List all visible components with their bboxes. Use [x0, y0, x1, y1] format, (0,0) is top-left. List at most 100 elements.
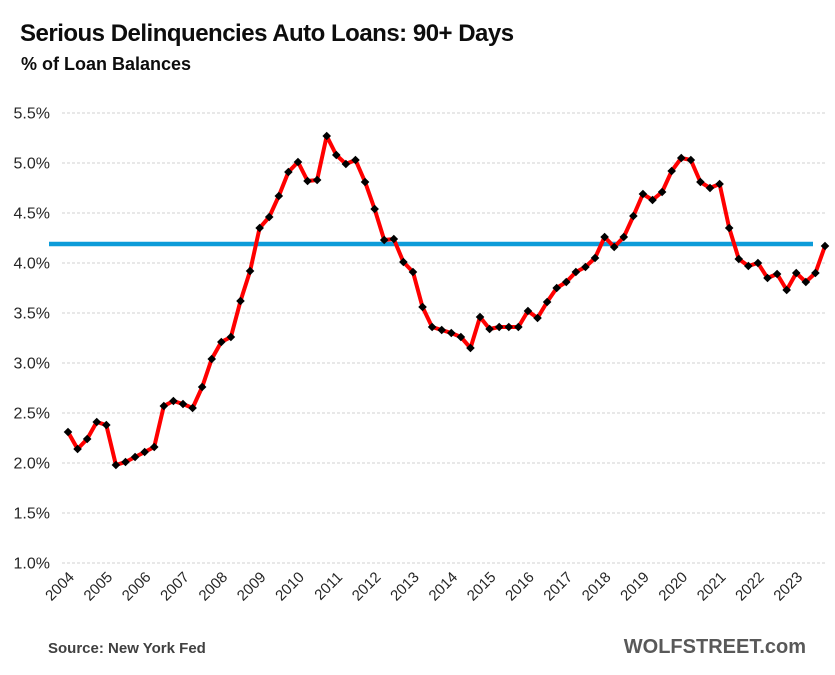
x-axis-tick-label: 2008: [196, 569, 232, 605]
y-axis-tick-label: 4.0%: [14, 256, 50, 273]
data-point-marker: [73, 444, 82, 454]
x-axis-tick-label: 2004: [42, 569, 78, 605]
data-point-marker: [657, 187, 667, 197]
data-point-marker: [715, 179, 724, 189]
source-attribution: Source: New York Fed: [48, 640, 206, 657]
x-axis-tick-label: 2013: [387, 569, 423, 605]
data-point-marker: [811, 268, 820, 278]
x-axis-tick-label: 2012: [349, 569, 385, 605]
y-axis-tick-label: 5.0%: [14, 156, 50, 173]
data-point-marker: [293, 157, 303, 167]
y-axis-tick-label: 5.5%: [14, 106, 50, 123]
data-point-marker: [226, 332, 236, 342]
data-point-marker: [494, 322, 504, 332]
data-point-marker: [197, 382, 207, 392]
data-point-marker: [609, 242, 619, 252]
data-point-marker: [600, 232, 609, 242]
x-axis-tick-label: 2014: [425, 569, 461, 605]
y-axis-tick-label: 3.0%: [14, 356, 50, 373]
data-point-marker: [724, 223, 734, 233]
data-point-marker: [437, 325, 447, 335]
y-axis-tick-label: 4.5%: [14, 206, 50, 223]
data-point-marker: [619, 232, 629, 242]
x-axis-tick-label: 2019: [617, 569, 653, 605]
y-axis-tick-label: 1.5%: [14, 506, 50, 523]
x-axis-tick-label: 2018: [579, 569, 615, 605]
data-point-marker: [379, 235, 389, 245]
x-axis-tick-label: 2015: [464, 569, 500, 605]
x-axis-tick-label: 2007: [157, 569, 193, 605]
data-point-marker: [734, 254, 744, 264]
data-point-marker: [561, 277, 571, 287]
data-point-marker: [322, 131, 332, 141]
data-point-marker: [533, 313, 542, 323]
data-point-marker: [581, 262, 590, 272]
data-point-marker: [63, 427, 73, 437]
x-axis-tick-label: 2021: [694, 569, 730, 605]
data-point-marker: [274, 191, 284, 201]
data-point-marker: [245, 266, 255, 276]
data-point-marker: [638, 189, 648, 199]
data-point-marker: [466, 343, 475, 353]
x-axis-tick-label: 2022: [732, 569, 768, 605]
page-title: Serious Delinquencies Auto Loans: 90+ Da…: [20, 20, 514, 47]
branding-wolfstreet: WOLFSTREET.com: [623, 636, 806, 658]
data-point-marker: [303, 176, 312, 186]
data-point-marker: [82, 434, 92, 444]
data-point-marker: [667, 166, 676, 176]
data-point-marker: [217, 337, 226, 347]
data-point-marker: [140, 447, 149, 457]
data-point-marker: [370, 204, 379, 214]
data-point-marker: [427, 322, 437, 332]
data-point-marker: [312, 175, 322, 185]
data-point-marker: [418, 302, 427, 312]
data-point-marker: [523, 306, 533, 316]
x-axis-tick-label: 2011: [311, 569, 346, 604]
data-point-marker: [801, 277, 811, 287]
data-point-marker: [571, 267, 581, 277]
data-point-marker: [552, 283, 561, 293]
data-point-marker: [782, 285, 791, 295]
data-point-marker: [820, 241, 830, 251]
data-point-marker: [629, 211, 638, 221]
data-point-marker: [159, 401, 169, 411]
y-axis-tick-label: 3.5%: [14, 306, 50, 323]
data-point-marker: [284, 167, 293, 177]
x-axis-tick-label: 2010: [272, 569, 308, 605]
data-point-marker: [111, 460, 121, 470]
data-point-marker: [389, 234, 399, 244]
data-point-marker: [772, 269, 782, 279]
data-point-marker: [92, 417, 102, 427]
data-point-marker: [236, 296, 245, 306]
data-point-marker: [791, 268, 801, 278]
data-point-marker: [705, 183, 715, 193]
y-axis-tick-label: 1.0%: [14, 556, 50, 573]
data-point-marker: [648, 195, 657, 205]
data-point-marker: [130, 452, 140, 462]
data-point-marker: [744, 261, 753, 271]
data-point-marker: [102, 420, 111, 430]
data-point-marker: [255, 223, 264, 233]
data-point-marker: [676, 153, 686, 163]
x-axis-tick-label: 2020: [655, 569, 691, 605]
data-point-marker: [590, 253, 600, 263]
data-point-marker: [341, 159, 351, 169]
data-point-marker: [696, 177, 705, 187]
data-point-marker: [188, 403, 197, 413]
chart-subtitle: % of Loan Balances: [21, 54, 192, 74]
data-point-marker: [121, 457, 130, 467]
data-point-marker: [351, 155, 360, 165]
data-point-marker: [763, 273, 772, 283]
data-point-marker: [475, 312, 485, 322]
data-point-marker: [542, 297, 552, 307]
x-axis-tick-label: 2016: [502, 569, 538, 605]
data-point-marker: [178, 399, 188, 409]
data-point-marker: [485, 324, 494, 334]
data-point-marker: [264, 212, 274, 222]
data-point-marker: [399, 257, 408, 267]
x-axis-tick-label: 2005: [81, 569, 117, 605]
delinquency-line: [66, 134, 827, 467]
x-axis-tick-label: 2006: [119, 569, 155, 605]
